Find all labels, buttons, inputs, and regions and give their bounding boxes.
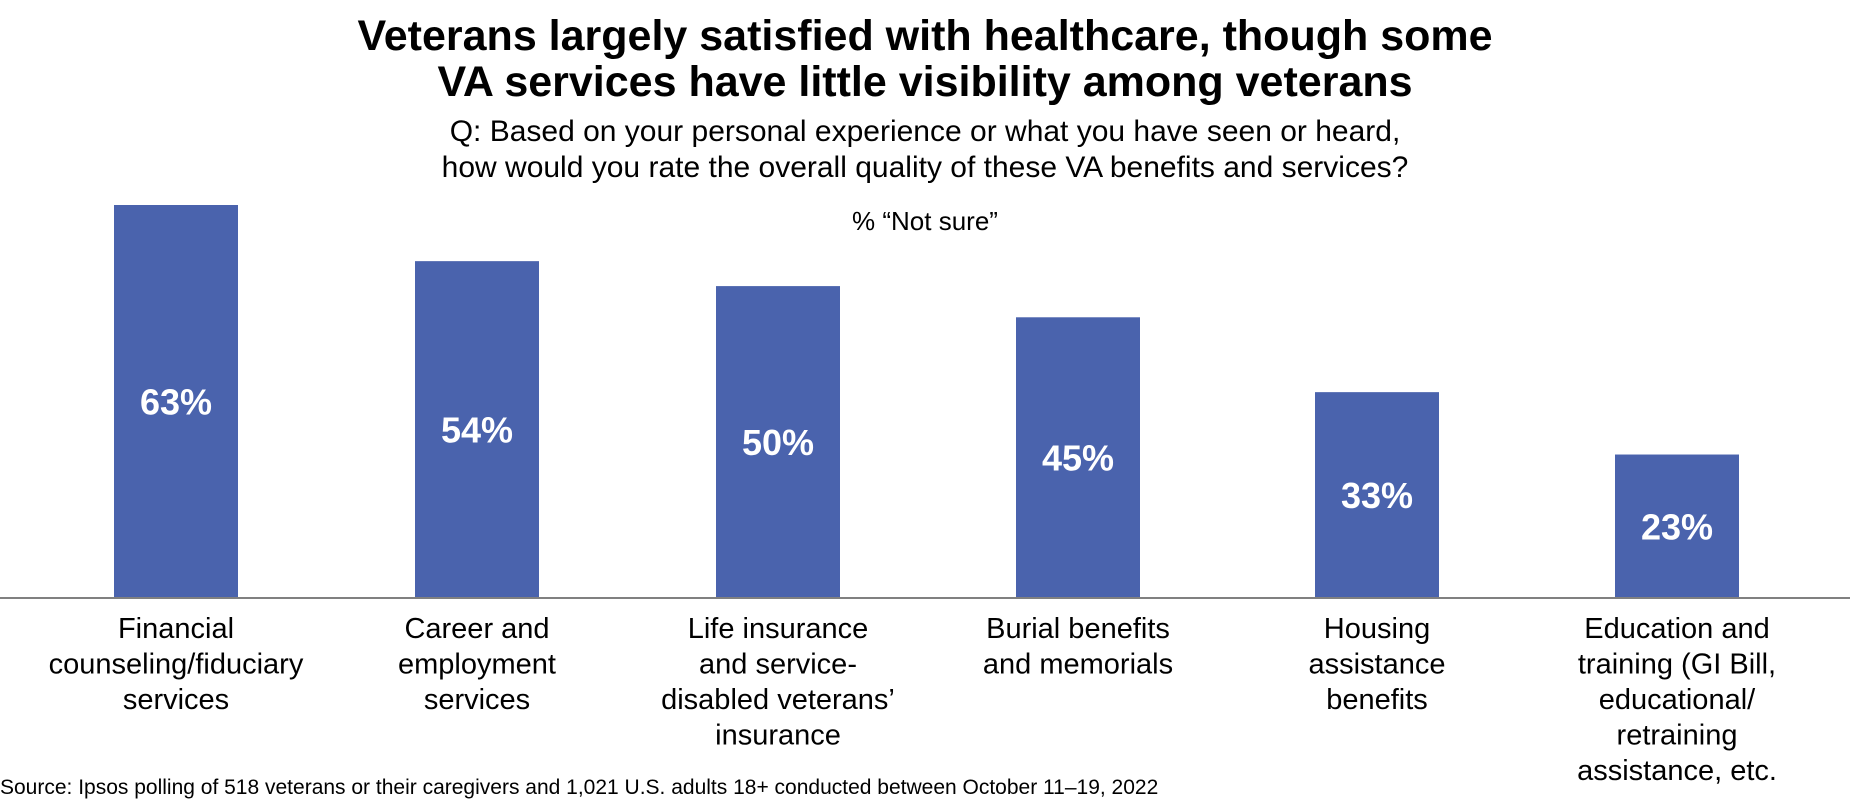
bar (415, 261, 539, 598)
category-label: services (123, 684, 229, 716)
data-label: 50% (742, 422, 814, 463)
category-label: training (GI Bill, (1578, 649, 1776, 681)
category-label: disabled veterans’ (661, 684, 895, 716)
chart-subtitle-line-1: Q: Based on your personal experience or … (450, 115, 1401, 148)
chart-title-line-1: Veterans largely satisfied with healthca… (357, 12, 1492, 60)
data-label: 45% (1042, 438, 1114, 479)
category-label: employment (398, 649, 556, 681)
category-label: retraining (1617, 720, 1738, 752)
data-label: 63% (140, 382, 212, 423)
category-label: Burial benefits (986, 613, 1170, 645)
category-label: insurance (715, 720, 841, 752)
category-label: assistance (1308, 649, 1445, 681)
category-label: Career and (404, 613, 549, 645)
bar (716, 286, 840, 598)
category-label: educational/ (1599, 684, 1756, 716)
data-label: 54% (441, 410, 513, 451)
bar (1315, 392, 1439, 598)
chart-subtitle-line-2: how would you rate the overall quality o… (442, 151, 1409, 184)
category-label: and service- (699, 649, 857, 681)
category-label: and memorials (983, 649, 1173, 681)
data-label: 33% (1341, 475, 1413, 516)
data-label: 23% (1641, 506, 1713, 547)
measure-label: % “Not sure” (852, 206, 998, 236)
category-label: services (424, 684, 530, 716)
category-label: counseling/fiduciary (49, 649, 304, 681)
bar (114, 205, 238, 598)
category-label: assistance, etc. (1577, 755, 1777, 787)
category-label: benefits (1326, 684, 1428, 716)
category-label: Education and (1584, 613, 1769, 645)
chart-title-line-2: VA services have little visibility among… (437, 58, 1412, 106)
source-note: Source: Ipsos polling of 518 veterans or… (0, 776, 1158, 799)
bar (1016, 317, 1140, 598)
category-label: Financial (118, 613, 234, 645)
category-label: Life insurance (688, 613, 869, 645)
category-label: Housing (1324, 613, 1430, 645)
bar (1615, 454, 1739, 598)
